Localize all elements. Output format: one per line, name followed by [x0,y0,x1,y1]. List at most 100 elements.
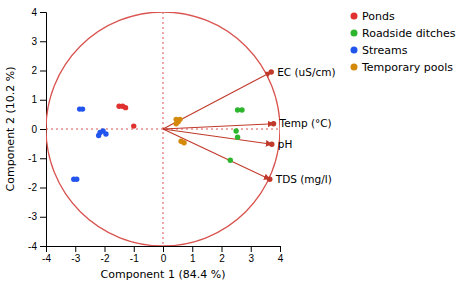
vector-arrow [163,129,270,179]
vector-arrow [163,72,271,129]
tick-label: -4 [42,253,51,264]
tick-mark [280,246,281,252]
point [228,158,233,163]
tick: 1 [31,94,46,105]
tick: -3 [28,211,46,222]
tick-label: 4 [31,7,37,18]
tick: -4 [28,241,46,252]
legend-label: Ponds [362,10,395,23]
tick-mark [40,71,46,72]
tick-label: -3 [71,253,80,264]
tick: -2 [28,182,46,193]
plot: -4 -3 -2 -1 0 1 2 3 4 -4 -3 -2 -1 0 1 2 3 4 Component 1 (8… [4,7,336,281]
legend-label: Roadside ditches [362,27,456,40]
point [131,123,136,128]
tick: -1 [130,246,139,264]
point [233,128,238,133]
tick-label: -1 [28,153,37,164]
legend-label: Streams [362,44,408,57]
legend-item: Temporary pools [351,61,454,74]
legend: Ponds Roadside ditches Streams Temporary po… [351,10,456,74]
axis-line [40,13,47,247]
tick-label: -2 [28,182,37,193]
tick-mark [192,246,193,252]
legend-swatch [351,64,358,71]
tick: 1 [190,246,196,264]
vector-label: TDS (mg/l) [275,173,332,185]
y-axis: -4 -3 -2 -1 0 1 2 3 4 [28,7,46,252]
tick-mark [134,246,135,252]
tick-label: -4 [28,241,37,252]
vector-end [269,142,274,147]
tick-mark [40,12,46,13]
tick-label: 3 [248,253,254,264]
tick-label: 2 [31,65,37,76]
tick-label: 4 [278,253,284,264]
tick: 3 [248,246,254,264]
tick-label: 0 [31,124,37,135]
x-axis-label: Component 1 (84.4 %) [101,268,226,281]
tick: -4 [42,246,51,264]
vector-label: EC (uS/cm) [277,66,335,78]
marks [46,12,280,246]
vector-end [267,177,272,182]
legend-swatch [351,30,358,37]
point [178,139,183,144]
tick-mark [40,217,46,218]
tick-mark [251,246,252,252]
vector-label: Temp (°C) [279,117,332,129]
point [71,177,76,182]
tick: 0 [31,124,46,135]
axis-line [47,247,281,253]
legend-item: Ponds [351,10,395,23]
legend-swatch [351,13,358,20]
tick: -3 [71,246,80,264]
tick-label: 3 [31,36,37,47]
point [235,134,240,139]
tick-mark [40,246,46,247]
point [96,133,101,138]
tick-label: -3 [28,211,37,222]
tick-mark [40,100,46,101]
tick: 4 [278,246,284,264]
tick-label: 2 [219,253,225,264]
tick-mark [40,129,46,130]
vector-label: pH [278,138,293,150]
y-axis-label: Component 2 (10.2 %) [4,67,17,192]
tick-mark [105,246,106,252]
tick: 2 [219,246,225,264]
tick: 2 [31,65,46,76]
vector-ends: EC (uS/cm) Temp (°C) pH TDS (mg/l) [267,66,336,185]
tick: 4 [31,7,46,18]
legend-item: Streams [351,44,408,57]
point [103,131,108,136]
tick-mark [40,41,46,42]
tick-label: -1 [130,253,139,264]
vector-end [271,121,276,126]
tick-mark [40,188,46,189]
tick-label: 1 [31,94,37,105]
x-axis: -4 -3 -2 -1 0 1 2 3 4 [42,246,284,264]
legend-item: Roadside ditches [351,27,456,40]
tick-mark [40,158,46,159]
tick-mark [75,246,76,252]
tick: -1 [28,153,46,164]
tick: -2 [101,246,110,264]
tick-label: 0 [161,253,167,264]
legend-label: Temporary pools [361,61,453,74]
chart: -4 -3 -2 -1 0 1 2 3 4 -4 -3 -2 -1 0 1 2 3 4 Component 1 (8… [0,0,474,291]
tick-label: 1 [190,253,196,264]
point [239,107,244,112]
legend-swatch [351,47,358,54]
tick-mark [222,246,223,252]
correlation-circle [46,12,280,246]
point [173,121,178,126]
tick-mark [163,246,164,252]
vector-arrow [163,124,274,129]
tick-label: -2 [101,253,110,264]
point [80,106,85,111]
vector-end [269,69,274,74]
point [123,105,128,110]
tick: 0 [161,246,167,264]
tick: 3 [31,36,46,47]
